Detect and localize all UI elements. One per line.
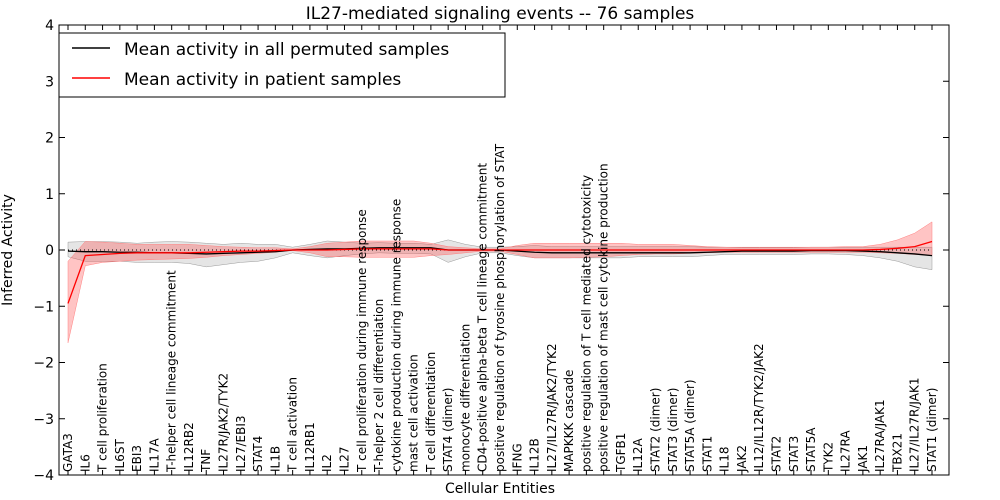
legend: Mean activity in all permuted samples Me…	[58, 32, 506, 98]
x-tick-label: IL12B	[528, 438, 542, 472]
y-tick-label: 0	[45, 243, 54, 259]
series-lines	[67, 240, 933, 304]
x-tick-label: T cell activation	[286, 377, 300, 473]
x-tick-label: monocyte differentiation	[458, 324, 472, 472]
x-tick-label: IL27/EBI3	[234, 415, 248, 472]
y-tick-label: −3	[33, 412, 54, 428]
x-tick-label: IL27R/JAK2/TYK2	[217, 373, 231, 472]
x-tick-label: IL12/IL12R/TYK2/JAK2	[752, 343, 766, 472]
x-tick-label: STAT4	[251, 436, 265, 472]
legend-label-patient: Mean activity in patient samples	[124, 70, 401, 90]
x-tick-label: STAT3 (dimer)	[666, 388, 680, 472]
x-tick-label: STAT3	[787, 436, 801, 472]
y-axis: 4 3 2 1 0 −1 −2 −3 −4	[33, 18, 949, 484]
x-tick-label: JAK1	[856, 445, 870, 473]
x-tick-label: TGFB1	[614, 433, 628, 473]
x-tick-label: mast cell activation	[407, 354, 421, 472]
x-tick-label: IFNG	[510, 443, 524, 472]
y-axis-label: Inferred Activity	[0, 194, 16, 306]
x-tick-label: STAT5A	[804, 427, 818, 472]
x-tick-label: IL27	[337, 447, 351, 473]
y-tick-label: 4	[45, 18, 54, 34]
x-tick-label: IL27/IL27R/JAK2/TYK2	[545, 343, 559, 472]
x-axis-label: Cellular Entities	[445, 481, 555, 497]
x-tick-label: IL18	[718, 447, 732, 473]
x-tick-label: IL1B	[268, 446, 282, 472]
x-tick-label: IL27/IL27R/JAK1	[908, 378, 922, 472]
legend-box	[58, 32, 506, 98]
band-permuted	[67, 239, 933, 270]
chart-title: IL27-mediated signaling events -- 76 sam…	[306, 4, 695, 24]
x-tick-label: IL2	[320, 454, 334, 472]
x-tick-label: IL17A	[147, 438, 161, 472]
x-tick-label: STAT5A (dimer)	[683, 379, 697, 472]
y-tick-label: 2	[45, 131, 54, 147]
x-tick-label: MAPKKK cascade	[562, 370, 576, 472]
x-tick-label: TYK2	[821, 442, 835, 473]
x-tick-label: IL12RB2	[182, 422, 196, 472]
x-tick-label: STAT1 (dimer)	[925, 388, 939, 472]
x-tick-label: IL27RA	[839, 430, 853, 472]
x-tick-label: IL12A	[631, 438, 645, 472]
x-tick-label: T-helper 2 cell differentiation	[372, 299, 386, 473]
x-tick-label: STAT1	[700, 436, 714, 472]
x-tick-label: T cell proliferation	[96, 363, 110, 473]
x-tick-label: STAT2 (dimer)	[649, 388, 663, 472]
y-tick-label: −2	[33, 356, 54, 372]
y-tick-label: 3	[45, 74, 54, 90]
x-tick-label: STAT2	[769, 436, 783, 472]
x-tick-label: IL27RA/JAK1	[873, 399, 887, 472]
x-tick-label: positive regulation of tyrosine phosphor…	[493, 143, 507, 472]
x-tick-label: TBX21	[890, 433, 904, 473]
x-tick-label: GATA3	[61, 433, 75, 472]
x-tick-label: T cell differentiation	[424, 352, 438, 473]
y-tick-label: −1	[33, 299, 54, 315]
legend-label-permuted: Mean activity in all permuted samples	[124, 40, 449, 60]
x-tick-label: STAT4 (dimer)	[441, 388, 455, 472]
x-tick-label: CD4-positive alpha-beta T cell lineage c…	[476, 163, 490, 472]
x-tick-label: IL12RB1	[303, 422, 317, 472]
x-tick-label: cytokine production during immune respon…	[389, 199, 403, 472]
x-axis: GATA3 IL6 T cell proliferation IL6ST EBI3 IL1…	[61, 25, 939, 475]
line-patient	[67, 240, 933, 304]
x-tick-label: TNF	[199, 449, 213, 473]
x-tick-label: T-helper cell lineage commitment	[165, 270, 179, 473]
x-tick-label: IL6	[78, 454, 92, 472]
x-tick-label: T cell proliferation during immune respo…	[355, 209, 369, 473]
y-tick-label: 1	[45, 187, 54, 203]
x-tick-label: JAK2	[735, 445, 749, 473]
x-tick-label: IL6ST	[113, 439, 127, 472]
x-tick-label: positive regulation of T cell mediated c…	[579, 175, 593, 472]
x-tick-label: positive regulation of mast cell cytokin…	[597, 163, 611, 472]
x-tick-label: EBI3	[130, 445, 144, 472]
y-tick-label: −4	[33, 468, 54, 484]
